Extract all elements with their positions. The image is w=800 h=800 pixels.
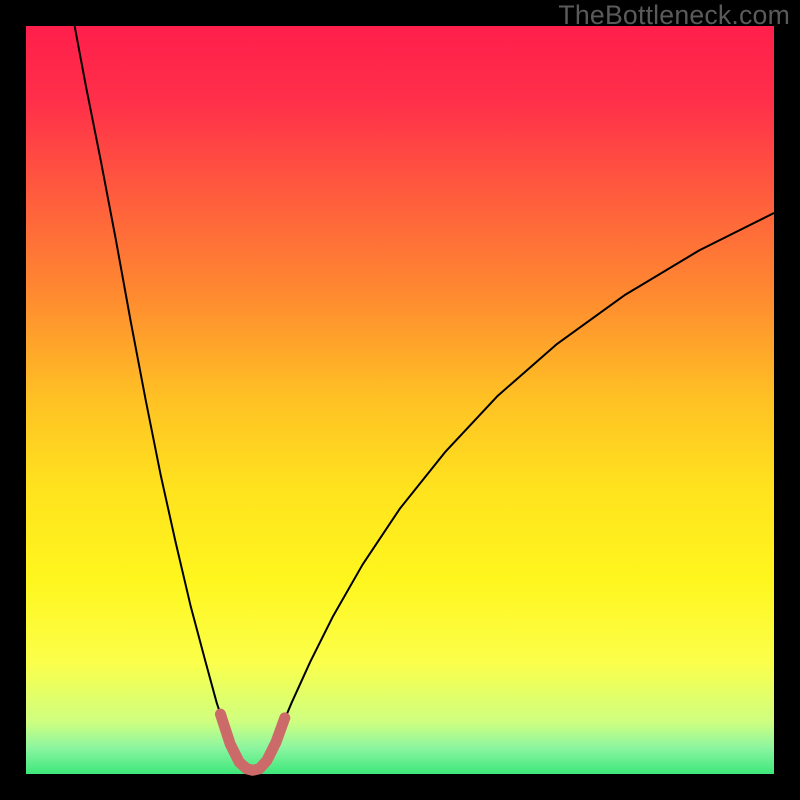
bottleneck-curve-chart [0,0,800,800]
chart-plot-area [26,26,774,774]
chart-container: TheBottleneck.com [0,0,800,800]
